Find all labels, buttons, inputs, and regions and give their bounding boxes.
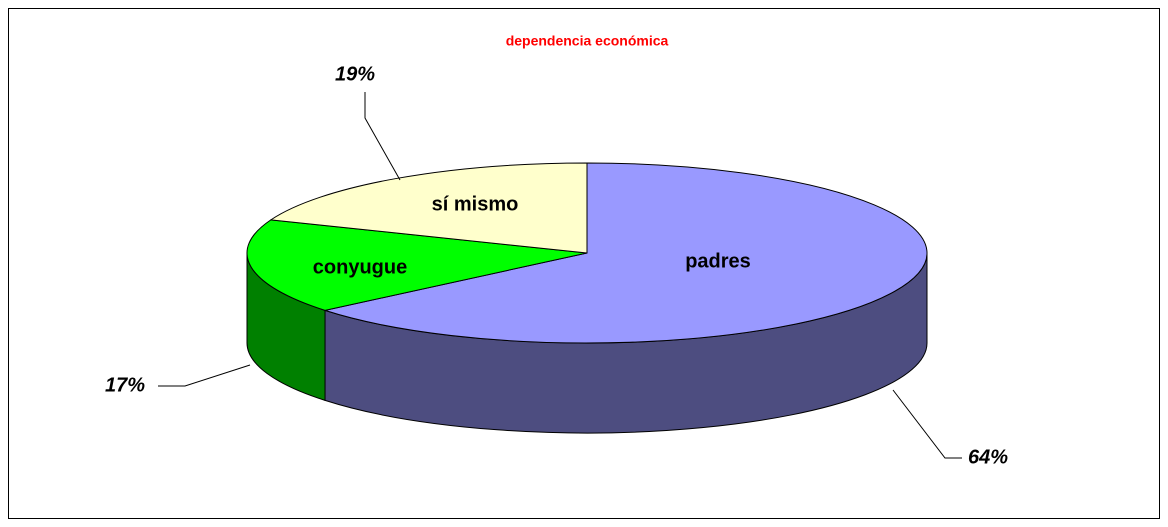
chart-title: dependencia económica: [506, 33, 669, 49]
slice-label: sí mismo: [432, 193, 519, 215]
leader-line: [158, 364, 251, 387]
slice: [246, 219, 588, 311]
leader-line: [364, 92, 401, 181]
value-label: 19%: [335, 63, 375, 85]
slice-label: conyugue: [313, 256, 407, 278]
value-label: 17%: [105, 374, 145, 396]
value-label: 64%: [968, 446, 1008, 468]
slice: [269, 162, 588, 254]
leader-line: [892, 389, 962, 459]
slice: [323, 162, 928, 344]
slice-label: padres: [685, 250, 751, 272]
